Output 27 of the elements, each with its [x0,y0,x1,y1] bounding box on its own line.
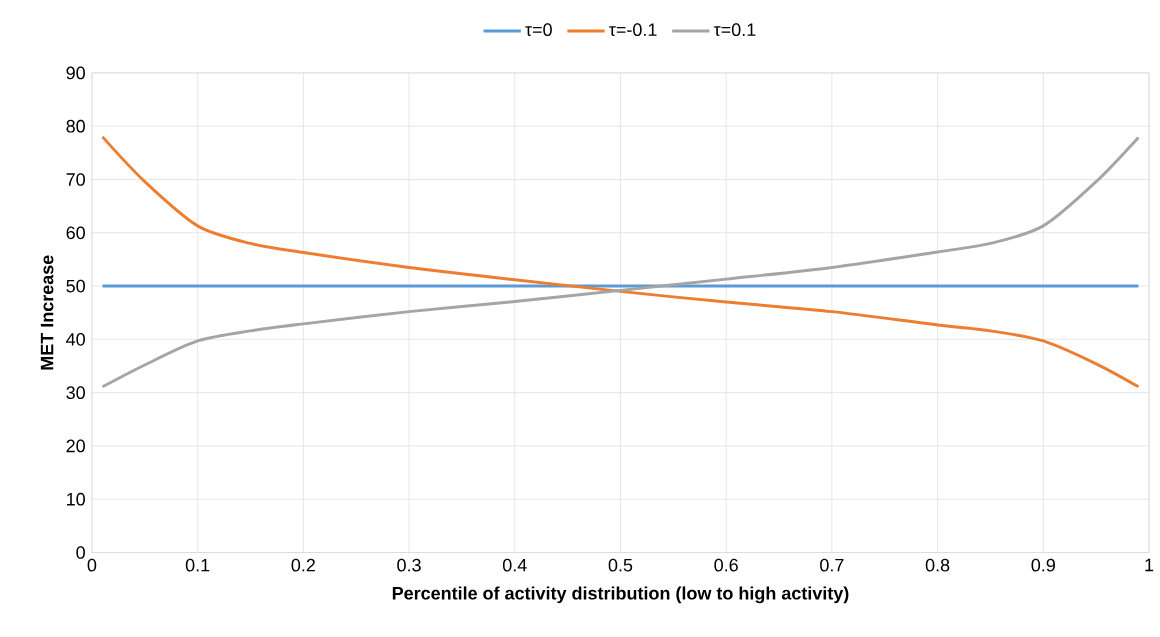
y-tick-label: 0 [76,545,85,559]
y-tick-label: 20 [66,439,85,453]
y-tick-label: 80 [66,119,85,133]
x-tick-label: 0.2 [291,558,315,572]
y-tick-label: 60 [66,226,85,239]
line-series [101,135,1140,389]
legend-label: τ=0 [525,23,552,36]
x-axis-title: Percentile of activity distribution (low to high activity) [392,586,849,604]
x-tick-label: 0.8 [925,558,950,572]
x-tick-label: 0.1 [185,558,210,572]
x-tick-label: 1 [1145,558,1154,571]
y-tick-label: 70 [66,172,85,186]
x-tick-label: 0.7 [820,558,844,572]
x-tick-label: 0.9 [1031,558,1055,572]
y-tick-label: 90 [66,66,85,80]
y-tick-label: 50 [66,279,85,293]
y-axis-title: MET Increase [40,255,54,370]
y-tick-label: 30 [66,386,85,399]
x-tick-label: 0.5 [608,558,633,572]
y-tick-label: 10 [67,492,85,506]
y-tick-label: 40 [66,332,85,346]
legend-label: τ=-0.1 [609,23,657,36]
x-tick-label: 0 [87,558,97,572]
x-tick-label: 0.4 [502,558,527,572]
x-tick-label: 0.6 [714,558,738,572]
legend-label: τ=0.1 [713,23,756,36]
x-tick-label: 0.3 [397,558,421,572]
